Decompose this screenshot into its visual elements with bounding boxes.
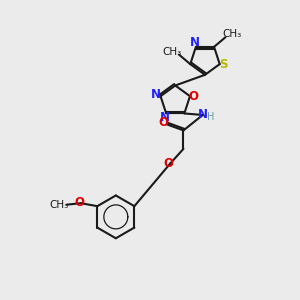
Text: S: S [219,58,227,70]
Text: N: N [160,111,170,124]
Text: CH₃: CH₃ [50,200,69,210]
Text: N: N [198,108,208,122]
Text: O: O [163,157,173,170]
Text: H: H [207,112,214,122]
Text: CH₃: CH₃ [222,29,242,39]
Text: O: O [158,116,169,130]
Text: O: O [189,90,199,103]
Text: O: O [74,196,84,209]
Text: N: N [151,88,161,101]
Text: N: N [189,36,200,49]
Text: CH₃: CH₃ [163,46,182,57]
